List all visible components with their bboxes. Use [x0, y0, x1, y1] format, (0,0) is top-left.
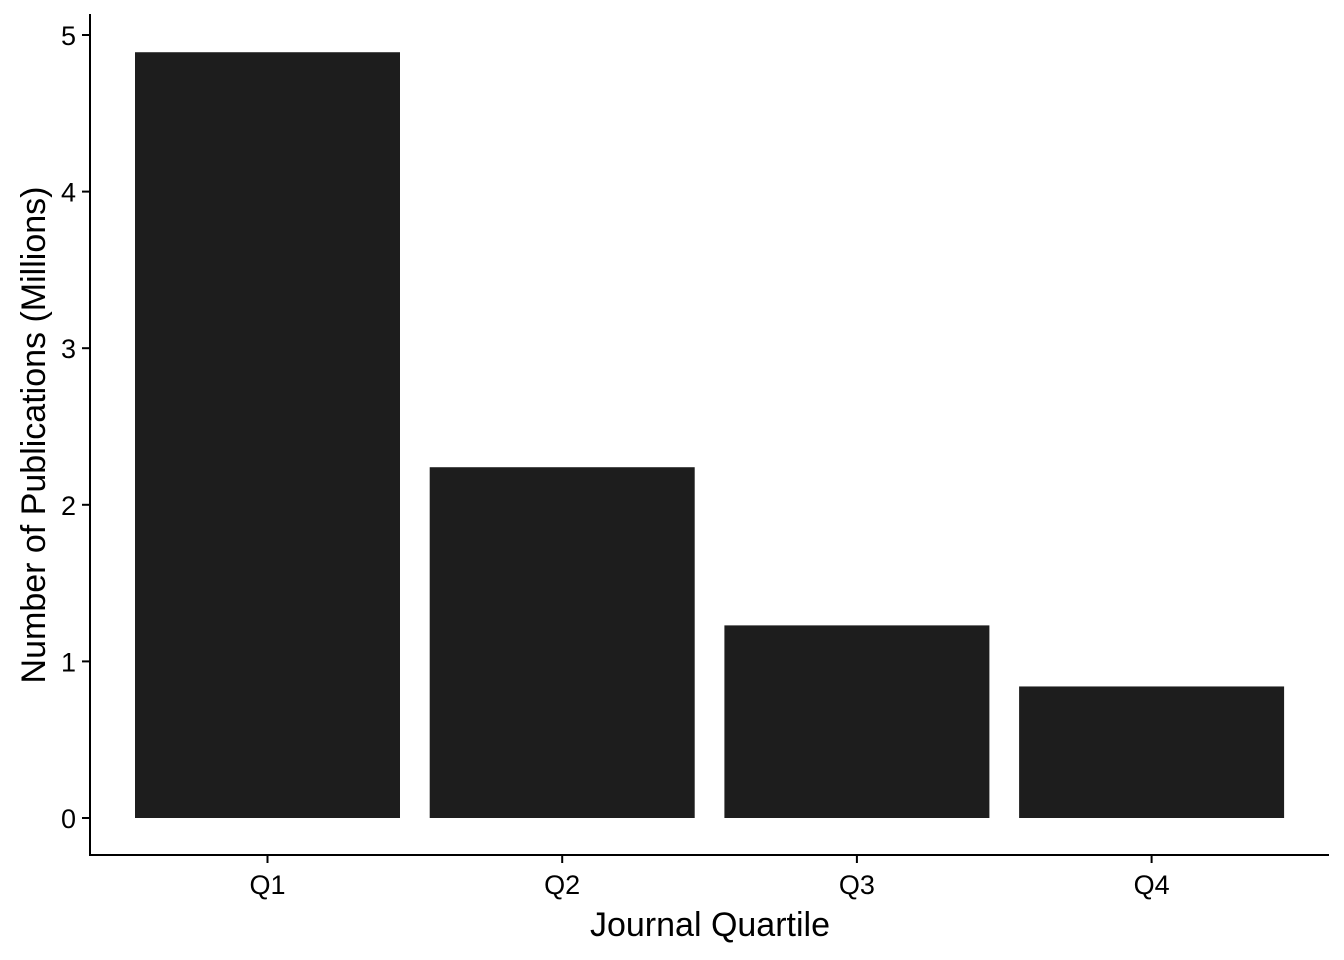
bars	[135, 52, 1285, 818]
x-axis-label: Journal Quartile	[590, 906, 830, 944]
y-tick-label: 0	[61, 804, 76, 834]
y-tick-label: 5	[61, 21, 76, 51]
bar-q4	[1019, 686, 1285, 818]
y-tick-label: 4	[61, 178, 76, 208]
y-tick-label: 2	[61, 491, 76, 521]
x-tick-label: Q1	[249, 870, 285, 900]
x-tick-label: Q4	[1134, 870, 1170, 900]
x-tick-label: Q3	[839, 870, 875, 900]
y-ticks: 0 1 2 3 4 5	[61, 21, 90, 834]
x-tick-label: Q2	[544, 870, 580, 900]
x-ticks: Q1 Q2 Q3 Q4	[249, 855, 1170, 900]
bar-q1	[135, 52, 400, 818]
y-axis-label: Number of Publications (Millions)	[15, 187, 53, 684]
bar-q3	[724, 625, 990, 818]
y-tick-label: 3	[61, 334, 76, 364]
bar-q2	[429, 467, 695, 818]
y-tick-label: 1	[61, 647, 76, 677]
